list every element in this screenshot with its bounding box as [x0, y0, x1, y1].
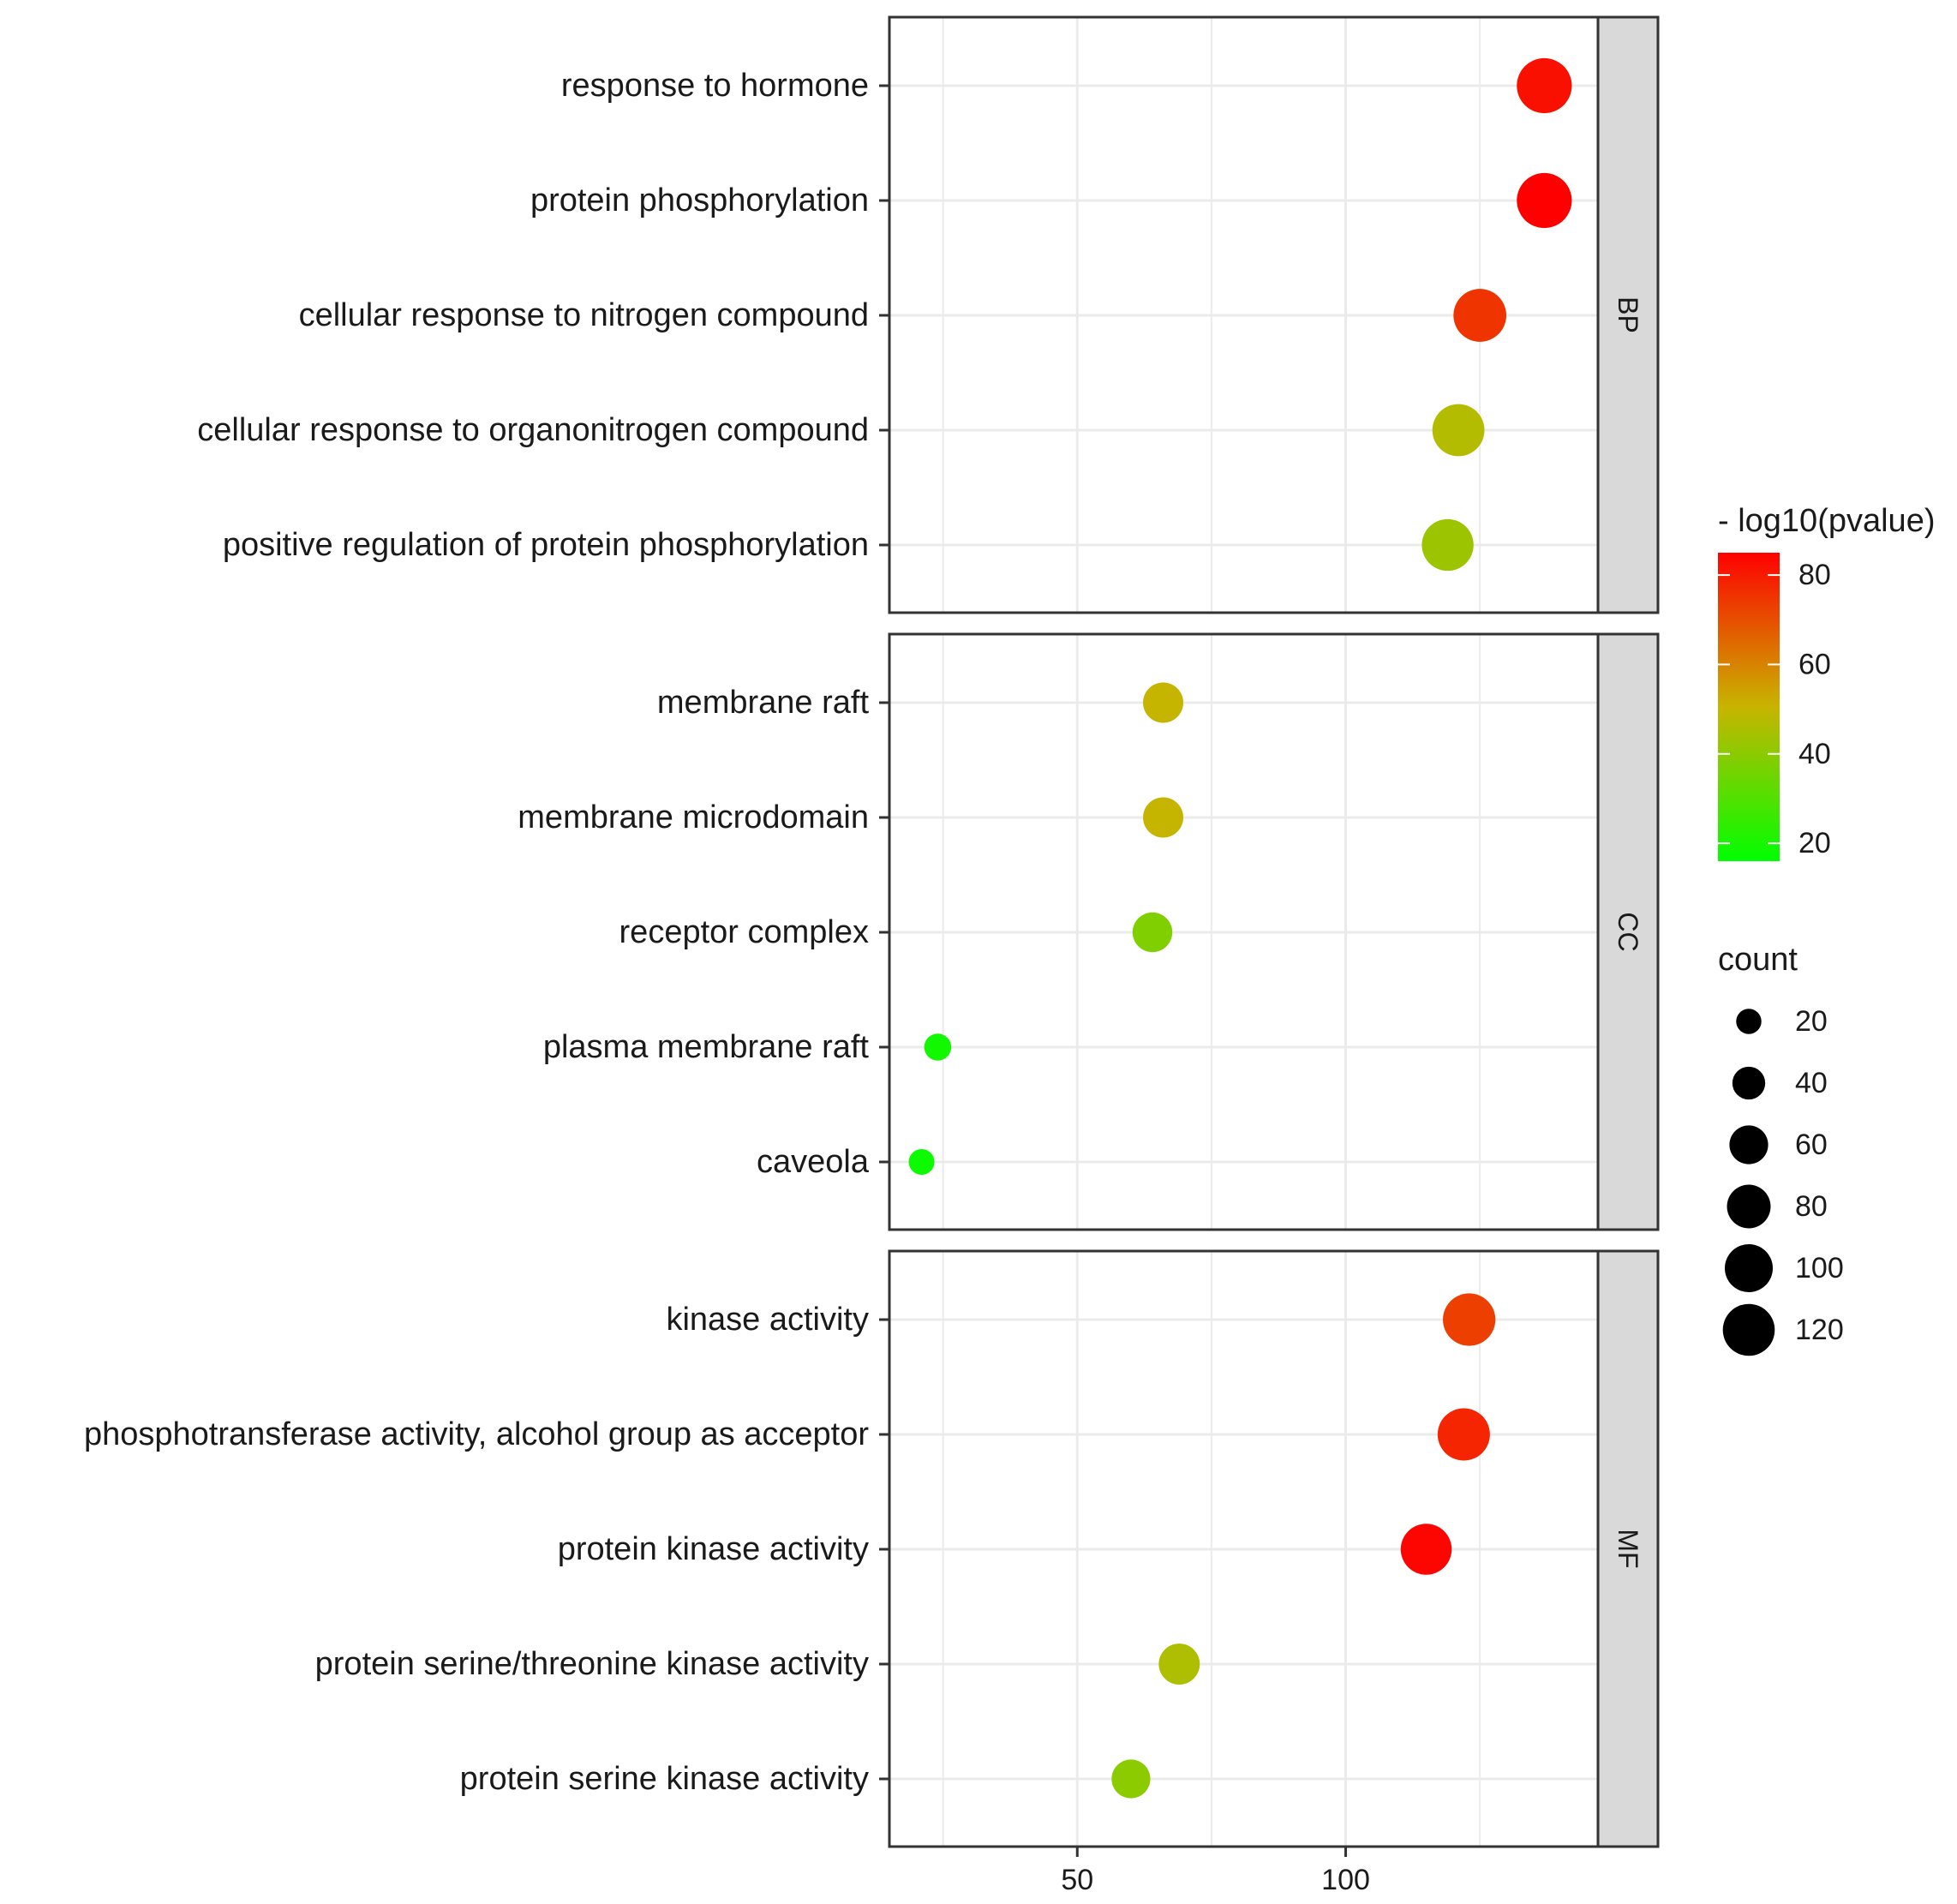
color-legend-label: 20 — [1798, 827, 1831, 859]
size-legend-label: 20 — [1795, 1005, 1828, 1038]
term-label: cellular response to nitrogen compound — [299, 297, 869, 333]
color-legend-title: - log10(pvalue) — [1718, 503, 1935, 539]
data-point — [908, 1149, 935, 1175]
x-tick-label: 50 — [1061, 1864, 1093, 1896]
facet-strip — [1596, 15, 1660, 614]
size-legend-key — [1725, 1244, 1773, 1292]
size-legend-label: 60 — [1795, 1129, 1828, 1161]
term-label: protein phosphorylation — [530, 183, 869, 219]
color-bar — [1718, 553, 1780, 861]
size-legend-label: 40 — [1795, 1067, 1828, 1099]
data-point — [1432, 404, 1485, 457]
panel-mf: kinase activity phosphotransferase activi… — [84, 1249, 1660, 1848]
x-axis: 50 100 — [1061, 1847, 1370, 1896]
facet-strip-label: MF — [1613, 1529, 1643, 1568]
term-label: phosphotransferase activity, alcohol gro… — [84, 1416, 869, 1452]
size-legend-label: 120 — [1795, 1314, 1844, 1346]
term-label: membrane raft — [657, 685, 870, 721]
color-legend: - log10(pvalue) 80 60 40 20 — [1718, 503, 1935, 861]
size-legend-label: 100 — [1795, 1252, 1844, 1284]
color-legend-label: 40 — [1798, 738, 1831, 770]
data-point — [1437, 1408, 1490, 1461]
data-point — [1421, 518, 1474, 572]
term-label: caveola — [757, 1144, 870, 1180]
facet-strip — [1596, 632, 1660, 1231]
data-point — [1143, 682, 1184, 723]
term-label: receptor complex — [619, 914, 869, 950]
term-label: protein serine/threonine kinase activity — [315, 1646, 869, 1682]
data-point — [1158, 1644, 1200, 1685]
size-legend: count 20 40 60 80 100 120 — [1718, 942, 1844, 1356]
term-label: protein kinase activity — [558, 1531, 869, 1567]
color-legend-label: 60 — [1798, 648, 1831, 680]
term-label: response to hormone — [561, 68, 869, 104]
size-legend-key — [1732, 1066, 1766, 1100]
size-legend-key — [1722, 1303, 1775, 1356]
data-point — [1143, 797, 1184, 838]
data-point — [1400, 1524, 1452, 1575]
data-point — [1132, 912, 1173, 953]
data-point — [1517, 172, 1572, 229]
facet-strip-label: CC — [1613, 912, 1643, 951]
term-label: protein serine kinase activity — [460, 1761, 869, 1797]
term-label: plasma membrane raft — [543, 1029, 870, 1065]
color-legend-label: 80 — [1798, 559, 1831, 591]
panel-cc: membrane raft membrane microdomain recepto… — [518, 632, 1660, 1231]
data-point — [1517, 57, 1572, 114]
data-point — [924, 1033, 952, 1061]
size-legend-label: 80 — [1795, 1190, 1828, 1223]
panel-bp: response to hormone protein phosphorylati… — [197, 15, 1660, 614]
x-tick-label: 100 — [1321, 1864, 1370, 1896]
size-legend-key — [1727, 1184, 1771, 1229]
term-label: kinase activity — [666, 1302, 869, 1338]
data-point — [1453, 289, 1506, 342]
facet-panels: response to hormone protein phosphorylati… — [84, 15, 1660, 1848]
facet-strip-label: BP — [1613, 296, 1643, 333]
size-legend-title: count — [1718, 942, 1798, 978]
data-point — [1111, 1759, 1151, 1799]
size-legend-key — [1736, 1009, 1762, 1034]
data-point — [1443, 1293, 1496, 1346]
term-label: cellular response to organonitrogen comp… — [197, 412, 869, 448]
term-label: positive regulation of protein phosphory… — [223, 527, 869, 563]
size-legend-key — [1729, 1125, 1768, 1165]
term-label: membrane microdomain — [518, 799, 869, 835]
facet-strip — [1596, 1249, 1660, 1848]
